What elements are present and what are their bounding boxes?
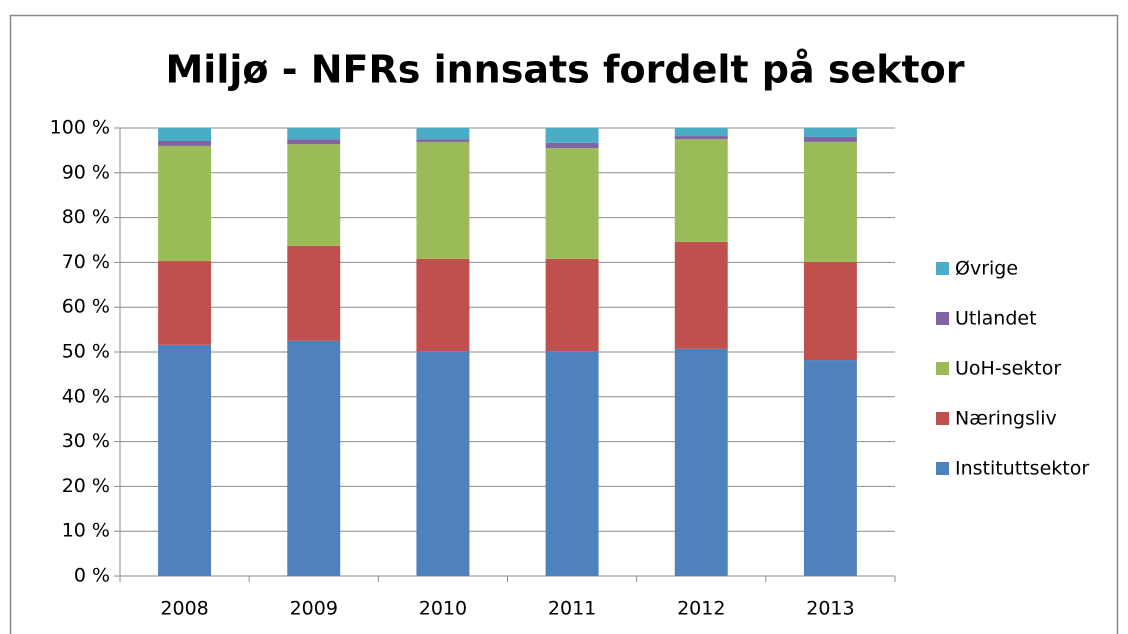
bar-segment: [674, 128, 728, 137]
bar-segment: [545, 351, 599, 576]
bar-segment: [803, 261, 857, 361]
bar-segment: [545, 128, 599, 143]
bar-segment: [674, 348, 728, 576]
bar-segment: [674, 241, 728, 349]
bar-segment: [158, 261, 212, 345]
bar-segment: [803, 128, 857, 137]
x-tick-label: 2012: [677, 598, 725, 620]
bar-segment: [287, 139, 341, 145]
bar-segment: [803, 360, 857, 576]
legend-swatch: [936, 312, 949, 325]
bar-segment: [545, 142, 599, 149]
x-tick-label: 2008: [160, 598, 208, 620]
bar-segment: [416, 139, 470, 142]
y-tick-label: 100 %: [50, 117, 110, 139]
bar-segment: [545, 148, 599, 259]
y-tick-label: 70 %: [62, 251, 110, 273]
bar-segment: [287, 128, 341, 140]
y-tick-label: 50 %: [62, 341, 110, 363]
legend-label: Instituttsektor: [955, 458, 1089, 480]
bar-segment: [803, 141, 857, 262]
y-tick-label: 60 %: [62, 296, 110, 318]
bar-segment: [158, 140, 212, 146]
bar-segment: [416, 258, 470, 352]
bar-segment: [416, 351, 470, 576]
legend-label: Næringsliv: [955, 408, 1057, 430]
bar-segment: [803, 136, 857, 142]
legend-swatch: [936, 412, 949, 425]
chart-title: Miljø - NFRs innsats fordelt på sektor: [165, 48, 964, 92]
y-tick-label: 10 %: [62, 520, 110, 542]
bar-segment: [287, 245, 341, 341]
bar-segment: [158, 128, 212, 141]
legend-label: Utlandet: [955, 308, 1037, 330]
legend-swatch: [936, 262, 949, 275]
legend-label: Øvrige: [955, 258, 1018, 280]
bar-segment: [287, 340, 341, 576]
bar-segment: [416, 128, 470, 140]
bar-segment: [674, 139, 728, 242]
y-tick-label: 80 %: [62, 206, 110, 228]
y-tick-label: 90 %: [62, 161, 110, 183]
y-tick-label: 40 %: [62, 385, 110, 407]
x-tick-label: 2013: [806, 598, 854, 620]
bar-segment: [416, 141, 470, 259]
bar-segment: [287, 144, 341, 246]
y-tick-label: 30 %: [62, 430, 110, 452]
x-tick-label: 2009: [290, 598, 338, 620]
y-tick-label: 20 %: [62, 475, 110, 497]
legend-swatch: [936, 362, 949, 375]
legend-swatch: [936, 462, 949, 475]
bar-segment: [545, 258, 599, 352]
bar-segment: [158, 344, 212, 576]
legend-label: UoH-sektor: [955, 358, 1061, 380]
bar-segment: [674, 136, 728, 140]
x-tick-label: 2011: [548, 598, 596, 620]
y-tick-label: 0 %: [74, 565, 110, 587]
x-tick-label: 2010: [419, 598, 467, 620]
bar-segment: [158, 145, 212, 262]
